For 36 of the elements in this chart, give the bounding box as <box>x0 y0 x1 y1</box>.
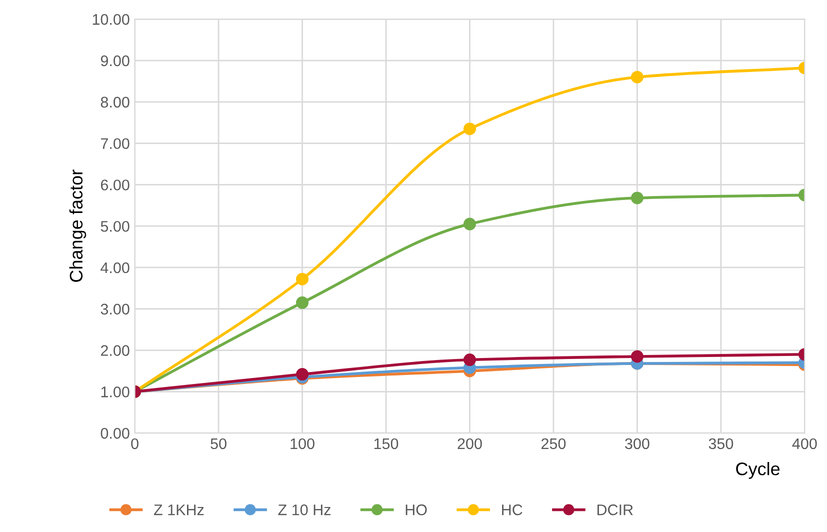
y-tick-label: 10.00 <box>92 14 130 25</box>
y-tick-label: 0.00 <box>100 428 130 439</box>
y-tick-label: 3.00 <box>100 304 130 315</box>
y-tick-label: 5.00 <box>100 220 130 232</box>
x-tick-label: 0 <box>131 438 138 450</box>
y-axis-title: Change factor <box>69 170 86 282</box>
y-tick-label: 6.00 <box>100 180 130 190</box>
x-tick-label: 50 <box>210 438 226 450</box>
x-tick-label: 300 <box>625 438 650 450</box>
point <box>296 368 309 381</box>
point <box>630 192 644 204</box>
x-tick-label: 100 <box>290 438 314 450</box>
x-tick-label: 350 <box>708 438 734 450</box>
point <box>463 354 476 366</box>
legend-label: Z 10 Hz <box>278 504 330 516</box>
point <box>463 122 476 136</box>
point <box>630 70 644 84</box>
point <box>296 272 309 286</box>
point <box>296 296 309 309</box>
point <box>630 350 644 363</box>
y-tick-label: 2.00 <box>100 345 130 356</box>
y-tick-label: 4.00 <box>100 262 130 274</box>
x-tick-label: 400 <box>792 438 817 450</box>
point <box>463 218 476 230</box>
y-tick-label: 8.00 <box>100 96 130 108</box>
x-axis-title: Cycle <box>736 462 780 479</box>
x-tick-label: 250 <box>541 438 566 450</box>
x-tick-label: 150 <box>374 438 398 450</box>
y-tick-label: 9.00 <box>100 55 130 66</box>
legend-label: DCIR <box>597 504 633 516</box>
legend-label: Z 1KHz <box>154 504 204 516</box>
y-tick-label: 1.00 <box>101 386 130 398</box>
y-tick-label: 7.00 <box>100 138 130 150</box>
legend-label: HO <box>406 504 427 516</box>
legend-label: HC <box>502 504 522 516</box>
x-tick-label: 200 <box>458 438 482 450</box>
